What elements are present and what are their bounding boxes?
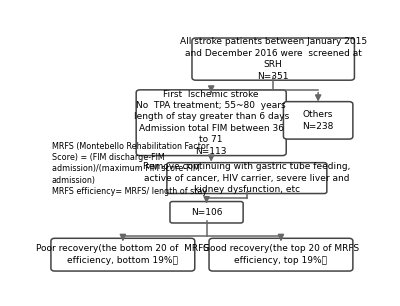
FancyBboxPatch shape [192,38,354,80]
Text: Good recovery(the top 20 of MRFS
efficiency, top 19%）: Good recovery(the top 20 of MRFS efficie… [203,244,359,265]
FancyBboxPatch shape [284,102,353,139]
Text: Others
N=238: Others N=238 [302,110,334,131]
FancyBboxPatch shape [209,238,353,271]
Text: N=106: N=106 [191,208,222,217]
FancyBboxPatch shape [170,202,243,223]
FancyBboxPatch shape [136,90,286,155]
FancyBboxPatch shape [51,238,195,271]
FancyBboxPatch shape [167,163,327,193]
Text: Remove continuing with gastric tube feeding,
active of cancer, HIV carrier, seve: Remove continuing with gastric tube feed… [143,162,350,194]
Text: Poor recovery(the bottom 20 of  MRFS
efficiency, bottom 19%）: Poor recovery(the bottom 20 of MRFS effi… [36,244,209,265]
Text: MRFS (Montebello Rehabilitation Factor
Score) = (FIM discharge-FIM
admission)/(m: MRFS (Montebello Rehabilitation Factor S… [52,142,209,196]
Text: All stroke patients between January 2015
and December 2016 were  screened at
SRH: All stroke patients between January 2015… [180,37,367,81]
Text: First  Ischemic stroke
No  TPA treatment; 55~80  years
length of stay greater th: First Ischemic stroke No TPA treatment; … [134,90,289,156]
